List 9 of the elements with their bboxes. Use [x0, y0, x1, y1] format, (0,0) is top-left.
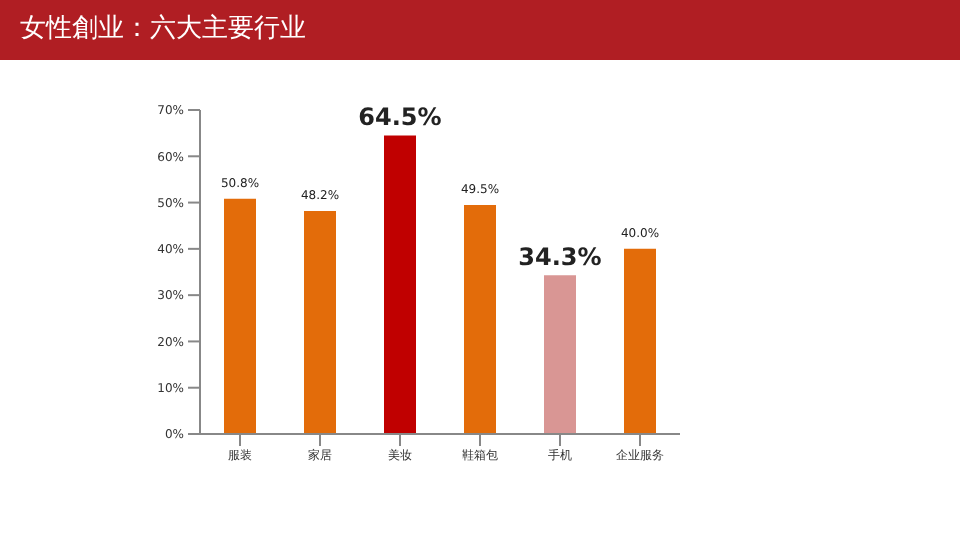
- bar: [224, 198, 256, 434]
- bar: [624, 248, 656, 434]
- bar: [304, 210, 336, 434]
- bar: [544, 275, 576, 434]
- chart-title: 女性創业：六大主要行业: [0, 0, 960, 60]
- data-label: 34.3%: [518, 243, 602, 272]
- data-label: 64.5%: [358, 103, 442, 132]
- bar: [384, 135, 416, 434]
- bar: [464, 204, 496, 434]
